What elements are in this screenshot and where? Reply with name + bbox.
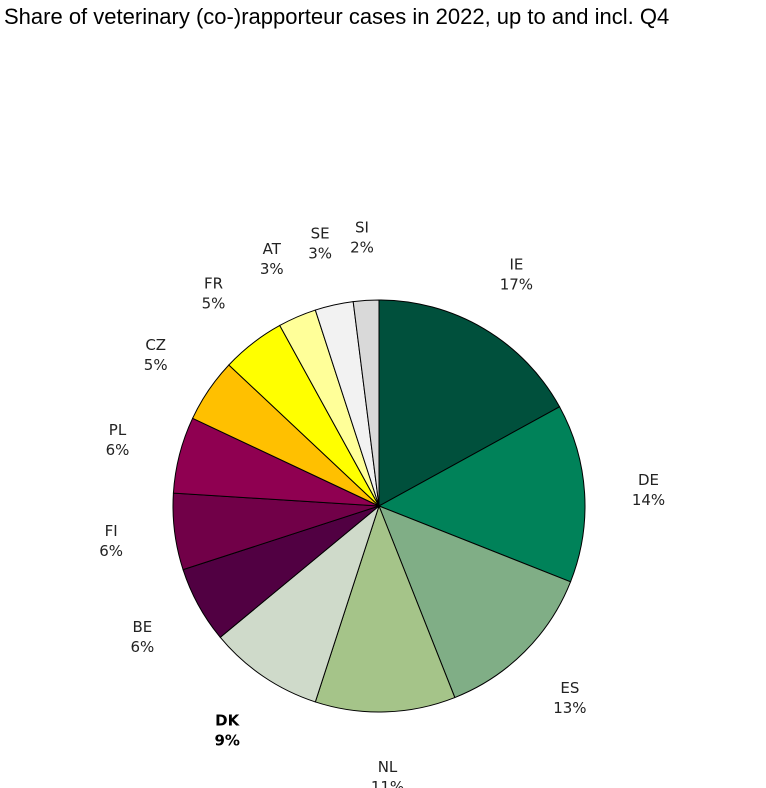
slice-percent-de: 14% [632, 491, 665, 509]
slice-label-pl: PL 6% [106, 421, 130, 459]
slice-percent-si: 2% [350, 239, 374, 257]
slice-label-si: SI 2% [350, 219, 374, 257]
slice-category-cz: CZ [145, 336, 166, 354]
slice-percent-dk: 9% [214, 731, 239, 749]
slice-label-be: BE 6% [131, 618, 155, 656]
slice-category-de: DE [638, 471, 659, 489]
slice-category-se: SE [311, 225, 330, 243]
pie-slice-es [378, 505, 572, 699]
slice-category-dk: DK [215, 711, 240, 729]
slice-percent-pl: 6% [106, 441, 130, 459]
pie-slice-si [352, 299, 380, 507]
pie-slice-dk [219, 504, 381, 703]
chart-title: Share of veterinary (co-)rapporteur case… [4, 4, 670, 29]
pie-labels: IE 17% DE 14% ES 13% NL 11% DK 9% BE 6% FI 6% PL 6% CZ 5%… [99, 219, 665, 788]
slice-percent-at: 3% [260, 260, 284, 278]
slice-percent-es: 13% [553, 699, 586, 717]
slice-category-fi: FI [105, 522, 118, 540]
slice-label-ie: IE 17% [500, 256, 533, 294]
slice-percent-nl: 11% [371, 778, 404, 788]
slice-label-se: SE 3% [308, 225, 332, 263]
slice-percent-fr: 5% [202, 295, 226, 313]
slice-percent-cz: 5% [144, 356, 168, 374]
slice-percent-be: 6% [131, 638, 155, 656]
pie-slice-ie [378, 299, 561, 507]
slice-category-be: BE [133, 618, 153, 636]
slice-category-nl: NL [378, 758, 398, 776]
slice-label-fi: FI 6% [99, 522, 123, 560]
slice-category-at: AT [263, 240, 282, 258]
slice-category-si: SI [355, 219, 369, 237]
slice-label-nl: NL 11% [371, 758, 404, 788]
pie-slices [172, 299, 586, 713]
slice-label-dk: DK 9% [214, 711, 240, 749]
slice-label-at: AT 3% [260, 240, 284, 278]
pie-slice-nl [314, 504, 456, 713]
slice-label-fr: FR 5% [202, 275, 226, 313]
slice-label-cz: CZ 5% [144, 336, 168, 374]
slice-percent-fi: 6% [99, 542, 123, 560]
slice-label-de: DE 14% [632, 471, 665, 509]
slice-category-es: ES [560, 679, 579, 697]
slice-category-ie: IE [509, 256, 523, 274]
slice-category-pl: PL [109, 421, 127, 439]
slice-label-es: ES 13% [553, 679, 586, 717]
slice-percent-ie: 17% [500, 276, 533, 294]
slice-percent-se: 3% [308, 245, 332, 263]
pie-slice-de [377, 406, 586, 583]
slice-category-fr: FR [204, 275, 223, 293]
